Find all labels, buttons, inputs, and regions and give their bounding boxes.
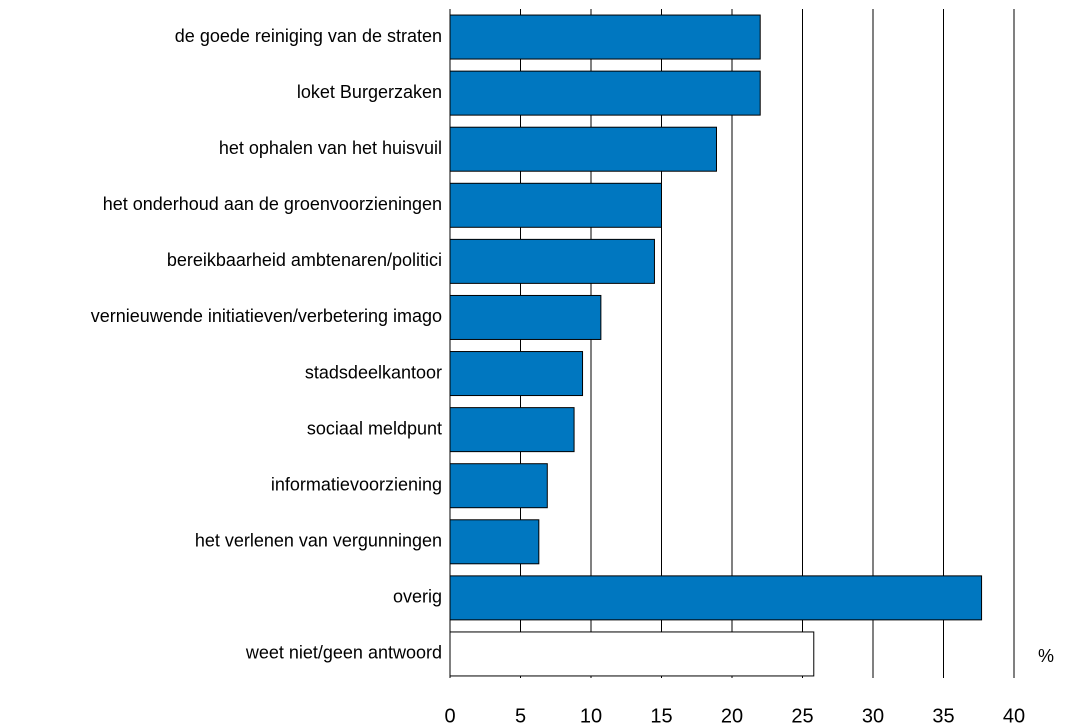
bar (449, 519, 540, 565)
x-tick-label: 20 (721, 705, 743, 727)
bar (449, 238, 655, 284)
y-tick-label: loket Burgerzaken (297, 82, 442, 102)
y-tick-label: het ophalen van het huisvuil (219, 138, 442, 158)
x-tick-label: 15 (650, 705, 672, 727)
y-tick-label: overig (393, 587, 442, 607)
x-tick-label: 35 (932, 705, 954, 727)
y-tick-label: weet niet/geen antwoord (245, 643, 442, 663)
x-tick-label: 5 (515, 705, 526, 727)
y-tick-label: de goede reiniging van de straten (175, 26, 442, 46)
bar (449, 14, 761, 60)
y-tick-label: bereikbaarheid ambtenaren/politici (167, 250, 442, 270)
y-tick-label: stadsdeelkantoor (305, 362, 442, 382)
x-tick-label: 0 (444, 705, 455, 727)
x-tick-label: 10 (580, 705, 602, 727)
x-tick-label: 40 (1003, 705, 1025, 727)
bar (449, 463, 548, 509)
bar (449, 182, 662, 228)
bar (449, 575, 983, 621)
y-tick-label: sociaal meldpunt (307, 418, 442, 438)
y-tick-label: vernieuwende initiatieven/verbetering im… (91, 306, 442, 326)
bar (449, 294, 602, 340)
bar (449, 631, 815, 677)
y-tick-label: het onderhoud aan de groenvoorzieningen (103, 194, 442, 214)
bar (449, 407, 575, 453)
x-tick-label: 30 (862, 705, 884, 727)
x-tick-label: 25 (791, 705, 813, 727)
bar (449, 70, 761, 116)
y-tick-label: informatievoorziening (271, 474, 442, 494)
y-tick-label: het verlenen van vergunningen (195, 531, 442, 551)
bar (449, 126, 717, 172)
bar (449, 351, 584, 397)
x-axis-label: % (1038, 646, 1054, 666)
